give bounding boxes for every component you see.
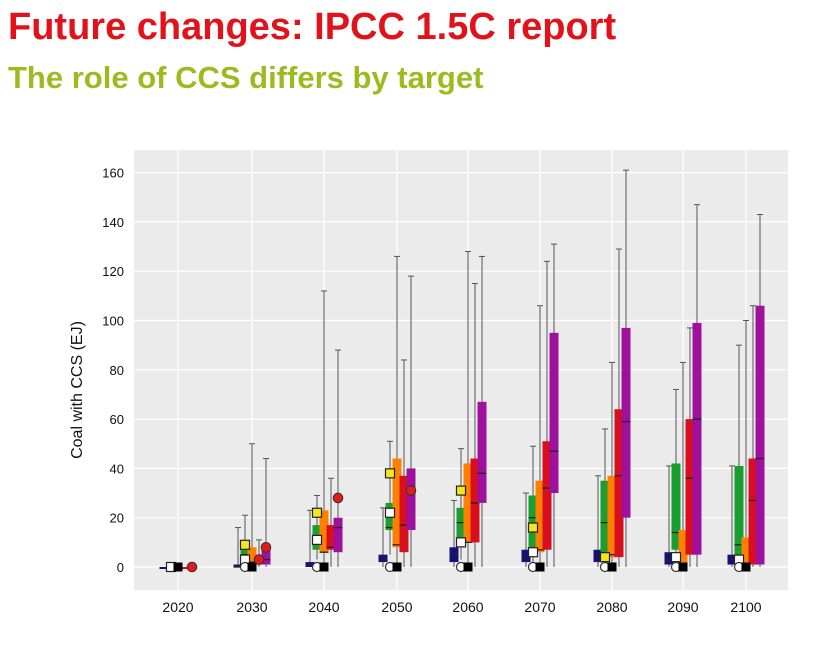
box-red [748, 458, 758, 565]
box-green [671, 463, 681, 550]
y-tick-labels: 0 20 40 60 80 100 120 140 160 [102, 166, 124, 575]
markers-group [165, 468, 751, 573]
marker-yellow-square [599, 552, 611, 563]
x-tick-label: 2050 [381, 599, 412, 615]
marker-black-square [535, 562, 545, 572]
x-tick-label: 2040 [308, 599, 339, 615]
marker-yellow-square [384, 468, 396, 479]
x-tick-label: 2090 [667, 599, 698, 615]
box-purple [549, 332, 559, 494]
box-orange [741, 537, 751, 565]
marker-red-circle [186, 561, 198, 573]
marker-white-square [455, 537, 467, 548]
y-axis-label: Coal with CCS (EJ) [69, 321, 86, 459]
box-red [542, 441, 552, 550]
box-orange [678, 530, 688, 567]
page-subtitle: The role of CCS differs by target [8, 60, 484, 95]
box-navy [664, 552, 674, 565]
marker-black-square [741, 562, 751, 572]
marker-black-square [463, 562, 473, 572]
box-navy [378, 554, 388, 563]
box-navy [521, 549, 531, 563]
box-red [326, 525, 336, 550]
y-tick-label: 100 [102, 314, 124, 329]
y-tick-label: 20 [110, 511, 124, 526]
marker-red-circle [260, 541, 272, 553]
box-red [685, 419, 695, 555]
box-purple [621, 327, 631, 518]
box-navy [593, 549, 603, 563]
marker-red-circle [253, 554, 265, 565]
box-green [528, 495, 538, 548]
marker-red-circle [405, 485, 417, 496]
marker-black-square [319, 562, 329, 572]
box-purple [261, 549, 271, 565]
box-orange [319, 510, 329, 553]
box-navy [159, 567, 169, 569]
marker-yellow-square [527, 522, 539, 533]
marker-black-square [173, 562, 183, 572]
x-tick-label: 2070 [524, 599, 555, 615]
marker-black-square [607, 562, 617, 572]
marker-red-circle [332, 492, 344, 504]
box-orange [463, 463, 473, 543]
marker-white-square [384, 507, 396, 518]
box-red [180, 567, 190, 569]
box-red [470, 458, 480, 543]
marker-yellow-square [455, 485, 467, 496]
box-purple [333, 517, 343, 553]
box-red [399, 475, 409, 553]
box-navy [233, 564, 243, 567]
y-tick-label: 120 [102, 264, 124, 279]
box-orange [535, 480, 545, 553]
marker-yellow-square [311, 507, 323, 518]
y-tick-label: 0 [117, 560, 124, 575]
y-tick-label: 60 [110, 412, 124, 427]
marker-black-square [392, 562, 402, 572]
box-orange [607, 475, 617, 558]
x-tick-labels: 2020 2030 2040 2050 2060 2070 2080 2090 2100 [162, 599, 761, 615]
box-purple [755, 305, 765, 565]
box-purple [477, 401, 487, 503]
marker-black-square [247, 562, 257, 572]
marker-white-square [670, 552, 682, 563]
x-tick-label: 2100 [730, 599, 761, 615]
box-green [734, 465, 744, 558]
box-orange [247, 547, 257, 565]
y-tick-label: 160 [102, 166, 124, 181]
marker-white-square [527, 547, 539, 558]
box-orange [392, 458, 402, 548]
box-green [456, 507, 466, 548]
page-title: Future changes: IPCC 1.5C report [8, 6, 617, 48]
x-tick-label: 2080 [596, 599, 627, 615]
y-tick-label: 80 [110, 363, 124, 378]
x-tick-label: 2020 [162, 599, 193, 615]
marker-white-square [311, 534, 323, 545]
x-tick-label: 2030 [236, 599, 267, 615]
x-tick-label: 2060 [452, 599, 483, 615]
box-green [600, 480, 610, 555]
box-purple [406, 468, 416, 531]
y-tick-label: 140 [102, 215, 124, 230]
y-tick-label: 40 [110, 461, 124, 476]
box-red [614, 409, 624, 558]
marker-yellow-square [239, 539, 251, 550]
marker-black-square [678, 562, 688, 572]
box-purple [692, 322, 702, 555]
